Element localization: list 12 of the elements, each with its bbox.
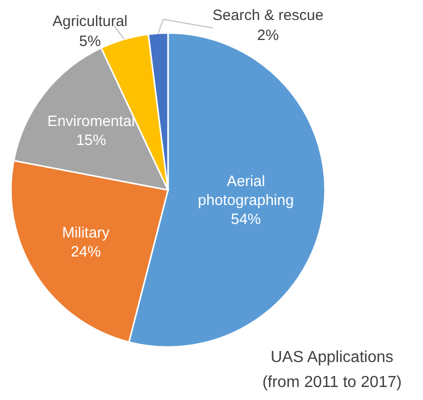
data-label: 2% [257,27,279,44]
data-label: 54% [230,210,261,228]
text: UAS Applications [270,349,394,366]
data-label: 24% [70,244,101,261]
slice-label: Military [62,224,110,242]
data-label: 15% [76,132,106,149]
data-label: 5% [79,33,101,50]
slice-label: Enviromental [47,112,135,130]
slice-label: Aerial photographing [198,172,294,209]
text: (from 2011 to 2017) [262,374,402,391]
slice-label: Agricultural [52,13,128,30]
slice-label: Search & rescue [212,7,324,24]
